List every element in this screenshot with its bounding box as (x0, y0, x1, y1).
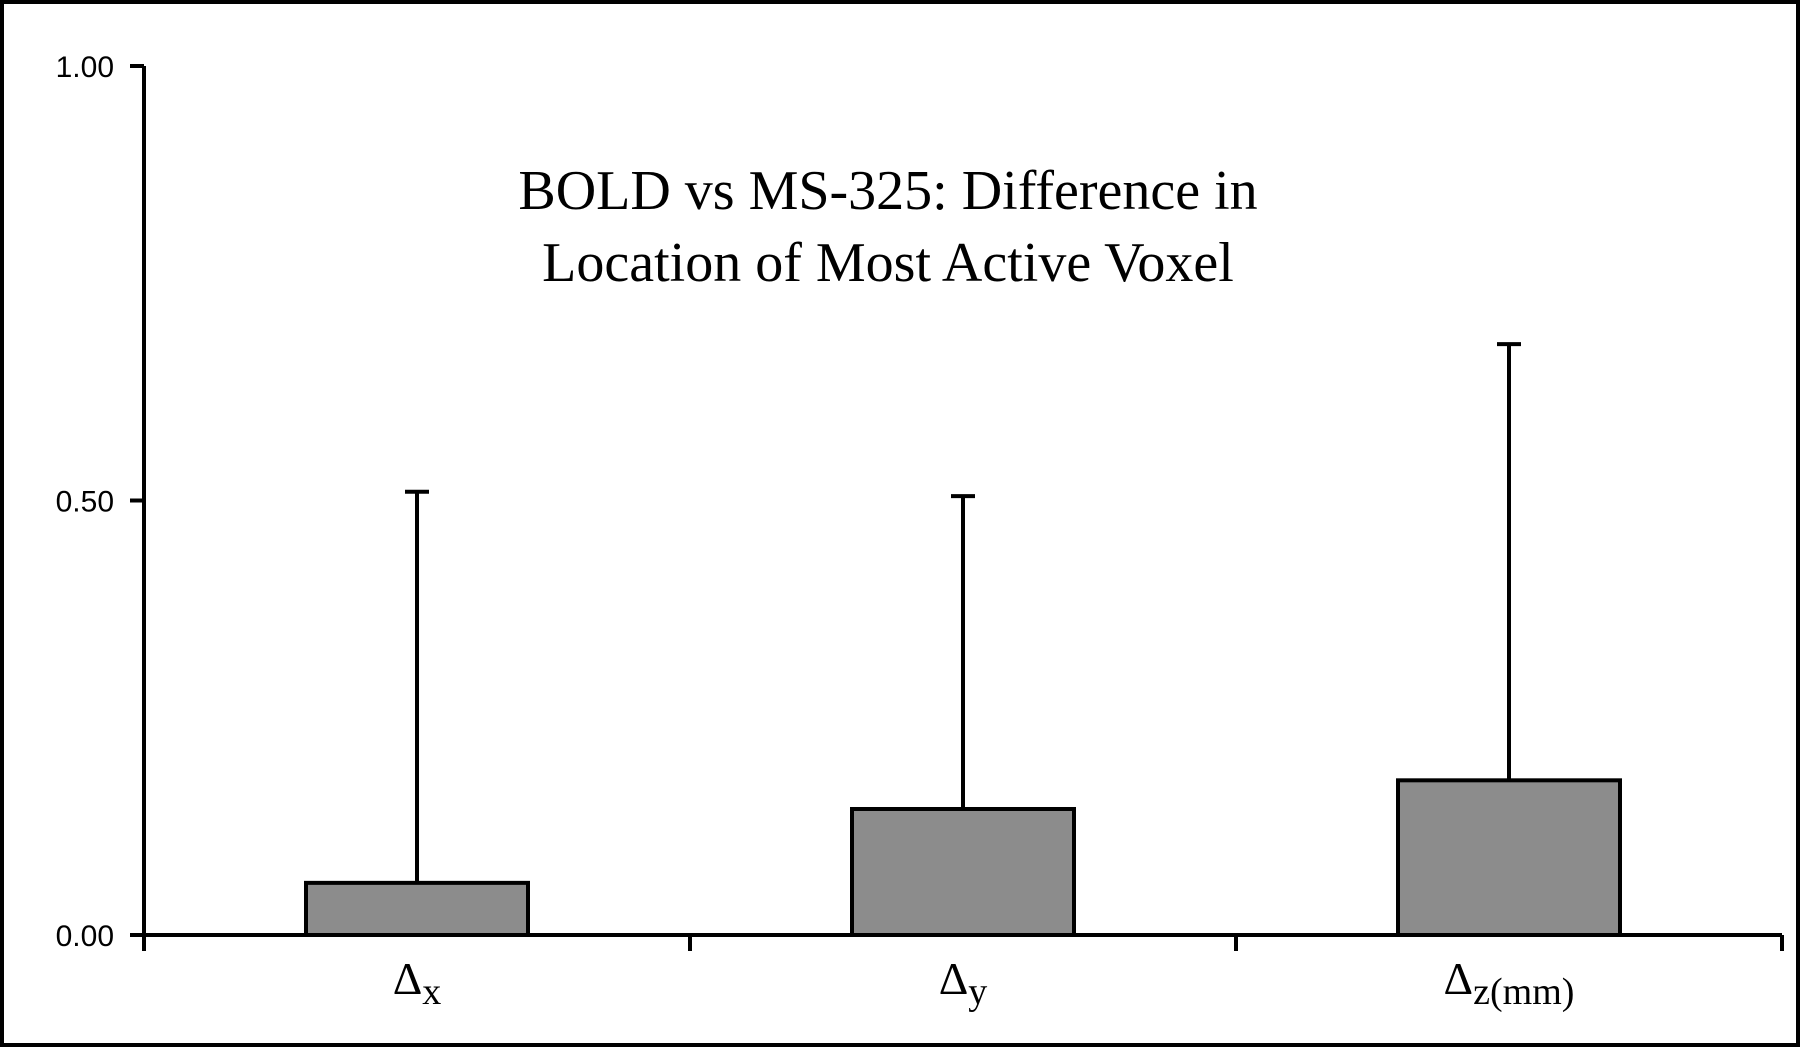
chart-title-line-2: Location of Most Active Voxel (542, 232, 1234, 294)
y-tick-label: 1.00 (56, 51, 114, 84)
y-tick-label: 0.50 (56, 486, 114, 519)
x-category-label-y: Δy (939, 953, 988, 1013)
bar-chart: BOLD vs MS-325: Difference in Location of… (56, 51, 1784, 1013)
bars (304, 778, 1622, 937)
chart-title: BOLD vs MS-325: Difference in Location of… (518, 160, 1257, 294)
bar-y (850, 806, 1076, 937)
bar-x (304, 880, 530, 937)
chart-title-line-1: BOLD vs MS-325: Difference in (518, 160, 1257, 222)
y-tick-label: 0.00 (56, 920, 114, 953)
x-category-label-z(mm): Δz(mm) (1444, 953, 1575, 1013)
category-labels: Δx Δy Δz(mm) (393, 953, 1575, 1013)
bar-z(mm) (1396, 778, 1622, 937)
error-bars (405, 342, 1521, 883)
x-category-label-x: Δx (393, 953, 442, 1013)
